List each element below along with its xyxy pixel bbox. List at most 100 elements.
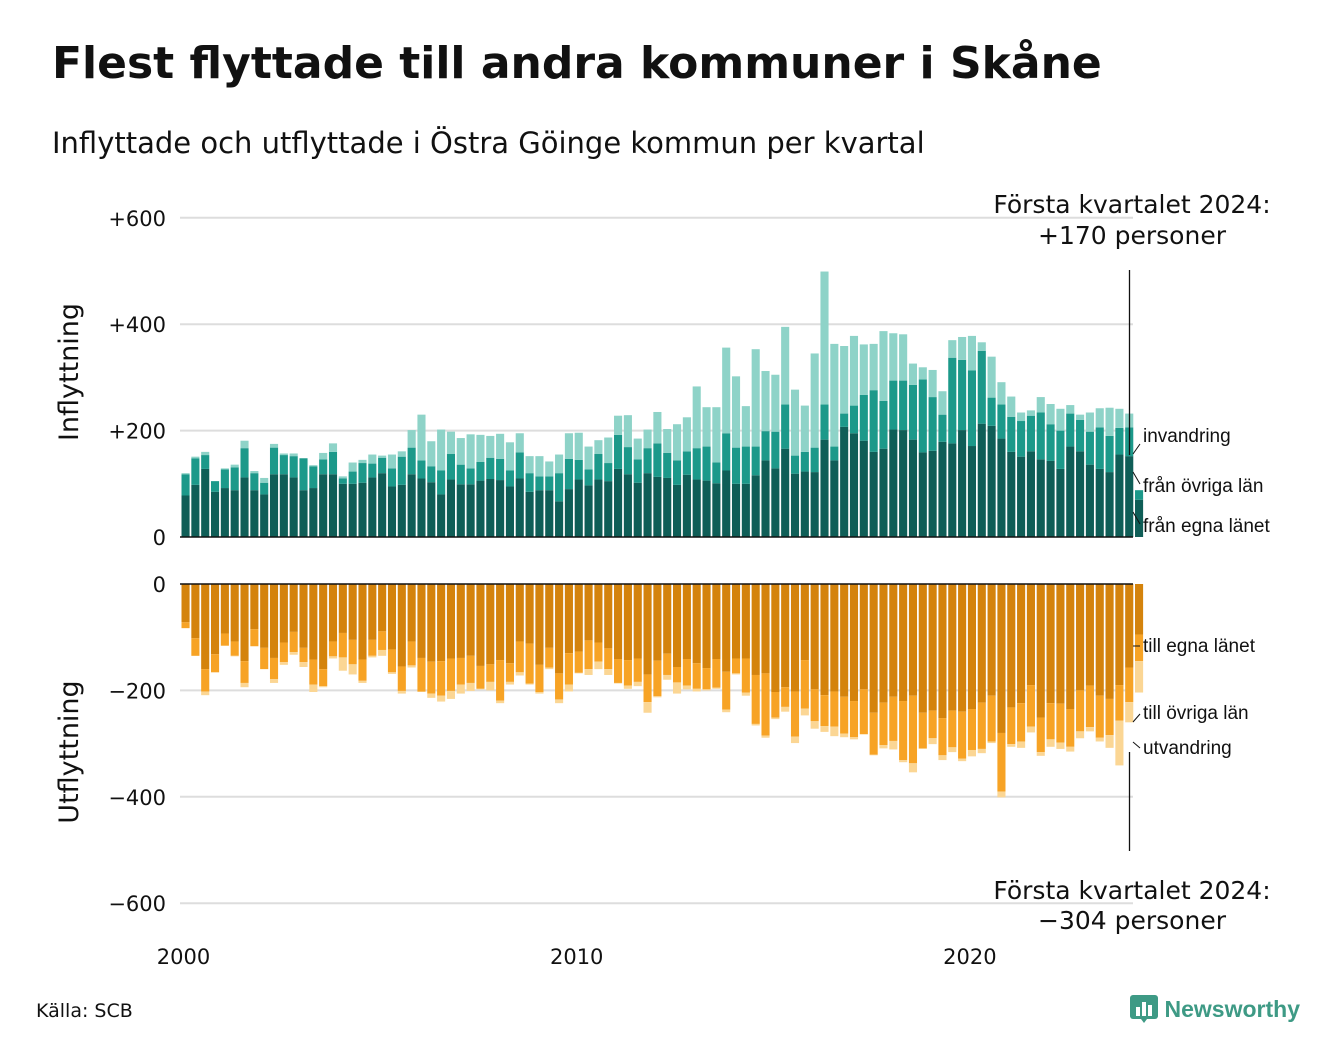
bar-in-own xyxy=(840,426,849,537)
bar-in-other xyxy=(1046,424,1055,461)
bar-out-emigration xyxy=(358,680,367,683)
bar-out-emigration xyxy=(722,709,731,713)
bar-out-other xyxy=(781,687,790,707)
top-annotation-line1: Första kvartalet 2024: xyxy=(993,190,1270,219)
bar-out-emigration xyxy=(515,672,524,676)
bar-in-own xyxy=(289,477,298,537)
bar-in-other xyxy=(378,457,387,474)
bar-out-other xyxy=(1066,709,1075,747)
bar-in-immigration xyxy=(466,434,475,469)
bar-in-own xyxy=(800,471,809,537)
bar-out-emigration xyxy=(1135,661,1144,693)
bar-out-other xyxy=(358,659,367,681)
bar-in-immigration xyxy=(643,429,652,449)
bar-out-own xyxy=(908,584,918,696)
bar-out-other xyxy=(948,710,957,748)
migration-chart: 0 +200 +400 +600 0 −200 −400 −600 2000 2010 2020 I… xyxy=(54,190,1271,969)
bar-out-own xyxy=(417,584,426,658)
bar-in-own xyxy=(417,478,426,537)
bar-in-other xyxy=(771,431,780,469)
bar-in-own xyxy=(702,480,711,537)
bar-in-other xyxy=(594,454,603,480)
bar-in-own xyxy=(338,483,347,537)
bar-in-immigration xyxy=(220,468,229,470)
bar-out-emigration xyxy=(319,686,328,688)
bar-out-own xyxy=(751,584,760,675)
bar-out-other xyxy=(564,653,573,685)
bar-out-other xyxy=(849,701,859,738)
bar-in-other xyxy=(407,447,416,475)
bar-out-own xyxy=(338,584,347,633)
bar-out-emigration xyxy=(1085,727,1094,732)
bar-out-other xyxy=(938,718,947,756)
bar-in-own xyxy=(604,481,613,537)
bar-out-emigration xyxy=(348,664,357,675)
bar-out-emigration xyxy=(987,741,996,744)
bar-in-immigration xyxy=(358,459,367,464)
bar-in-other xyxy=(289,456,298,478)
bar-in-own xyxy=(1026,451,1035,537)
bar-out-other xyxy=(368,639,377,656)
bar-out-emigration xyxy=(269,679,279,683)
bar-in-own xyxy=(958,430,967,537)
bar-in-immigration xyxy=(1017,412,1026,422)
bar-in-immigration xyxy=(319,452,328,460)
label-leader-in-immig xyxy=(1132,443,1141,455)
bar-out-own xyxy=(387,584,397,650)
bar-in-own xyxy=(987,425,996,537)
bar-in-immigration xyxy=(240,440,249,449)
bar-in-other xyxy=(1007,416,1016,452)
bar-out-other xyxy=(977,702,986,749)
bar-out-other xyxy=(427,661,436,694)
bar-in-own xyxy=(299,490,308,537)
bar-out-emigration xyxy=(1046,739,1055,747)
bar-out-own xyxy=(525,584,534,644)
bar-in-other xyxy=(564,458,573,490)
label-out-own: till egna länet xyxy=(1143,636,1256,657)
bar-in-immigration xyxy=(279,453,288,456)
bar-in-own xyxy=(977,423,986,537)
bar-out-own xyxy=(505,584,514,664)
bar-out-emigration xyxy=(682,685,691,690)
bar-in-immigration xyxy=(997,382,1006,405)
bar-out-other xyxy=(967,709,976,750)
bar-in-own xyxy=(1017,456,1026,537)
bar-in-other xyxy=(309,466,318,489)
bar-out-other xyxy=(496,660,505,701)
bar-in-other xyxy=(623,447,632,475)
bar-in-immigration xyxy=(692,386,701,449)
bar-out-own xyxy=(1115,584,1124,686)
bar-in-other xyxy=(328,451,338,475)
bar-in-own xyxy=(181,495,190,537)
bar-in-own xyxy=(407,474,416,537)
bar-out-emigration xyxy=(614,682,623,684)
bar-in-immigration xyxy=(810,353,819,448)
bar-out-emigration xyxy=(859,734,868,735)
bottom-annotation-line2: −304 personer xyxy=(1038,906,1227,935)
bar-in-own xyxy=(348,483,357,537)
bar-out-emigration xyxy=(771,717,780,720)
bar-out-own xyxy=(358,584,367,660)
bar-out-other xyxy=(505,663,514,682)
bar-out-own xyxy=(1085,584,1094,686)
bar-out-emigration xyxy=(869,754,878,756)
bar-out-own xyxy=(771,584,780,692)
bar-in-other xyxy=(535,476,544,491)
bar-out-other xyxy=(289,631,298,653)
bar-in-other xyxy=(466,468,475,485)
bar-out-own xyxy=(623,584,632,661)
bar-in-other xyxy=(741,446,750,484)
bar-out-emigration xyxy=(1115,720,1124,766)
bar-out-other xyxy=(790,691,800,737)
bar-out-other xyxy=(338,632,347,658)
bar-out-emigration xyxy=(230,655,239,657)
bar-in-other xyxy=(967,370,976,447)
bar-out-emigration xyxy=(1076,731,1085,739)
bar-out-other xyxy=(771,691,780,718)
bar-in-own xyxy=(1085,464,1094,537)
bar-in-immigration xyxy=(928,369,937,398)
bar-in-own xyxy=(938,441,947,537)
bar-out-other xyxy=(486,664,495,682)
bar-in-own xyxy=(1046,460,1055,537)
bar-out-other xyxy=(417,657,426,692)
